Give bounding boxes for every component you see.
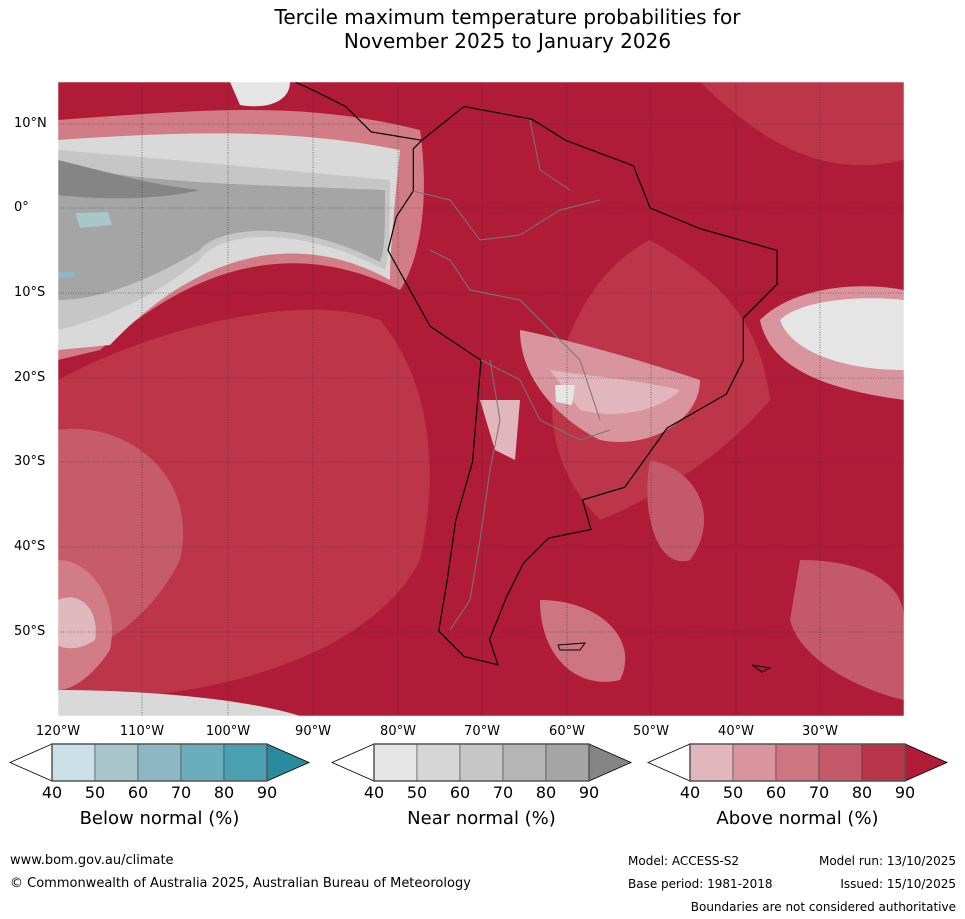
base-period: Base period: 1981-2018	[628, 877, 773, 891]
website-link[interactable]: www.bom.gov.au/climate	[10, 853, 174, 868]
colorbar-swatch	[373, 743, 418, 782]
model: Model: ACCESS-S2	[628, 854, 740, 868]
colorbar-high-extend	[588, 743, 632, 782]
colorbar-low-extend	[9, 743, 53, 782]
lat-label: 50°S	[14, 624, 46, 639]
lat-label: 10°N	[14, 116, 47, 131]
colorbar-tick-label: 60	[449, 783, 471, 802]
lat-label: 40°S	[14, 539, 46, 554]
colorbar-tick-label: 70	[492, 783, 514, 802]
colorbar-high-extend	[266, 743, 310, 782]
probability-shading	[58, 82, 904, 716]
chart-title: Tercile maximum temperature probabilitie…	[0, 5, 965, 53]
colorbar-tick-label: 40	[41, 783, 63, 802]
issued-date: Issued: 15/10/2025	[840, 877, 956, 891]
colorbar-tick-label: 90	[578, 783, 600, 802]
colorbar-high-extend	[904, 743, 948, 782]
lon-label: 120°W	[35, 724, 81, 739]
colorbar-swatch	[502, 743, 547, 782]
colorbar-swatch	[861, 743, 906, 782]
colorbar-tick-label: 50	[722, 783, 744, 802]
colorbar-swatch	[223, 743, 268, 782]
colorbar-title: Above normal (%)	[716, 808, 879, 829]
colorbar-swatch	[459, 743, 504, 782]
colorbar-tick-label: 90	[256, 783, 278, 802]
colorbar-swatch	[94, 743, 139, 782]
lon-label: 60°W	[549, 724, 585, 739]
colorbar-tick-label: 80	[851, 783, 873, 802]
colorbar-tick-label: 80	[535, 783, 557, 802]
colorbar-swatch	[137, 743, 182, 782]
colorbar-swatch	[416, 743, 461, 782]
lat-label: 0°	[14, 200, 29, 215]
colorbar-tick-label: 60	[765, 783, 787, 802]
lon-label: 70°W	[464, 724, 500, 739]
colorbar-tick-label: 40	[679, 783, 701, 802]
colorbar-swatch	[545, 743, 590, 782]
lon-label: 40°W	[718, 724, 754, 739]
colorbar-swatch	[180, 743, 225, 782]
disclaimer: Boundaries are not considered authoritat…	[690, 900, 956, 914]
colorbar-tick-label: 50	[84, 783, 106, 802]
colorbar-swatch	[732, 743, 777, 782]
colorbar-swatch	[689, 743, 734, 782]
colorbar-title: Below normal (%)	[79, 808, 240, 829]
colorbar-tick-label: 70	[170, 783, 192, 802]
colorbar-low-extend	[647, 743, 691, 782]
islands	[557, 642, 772, 673]
lon-label: 100°W	[205, 724, 251, 739]
lat-label: 20°S	[14, 370, 46, 385]
colorbar-0	[9, 743, 310, 782]
lon-label: 50°W	[633, 724, 669, 739]
lat-label: 10°S	[14, 285, 46, 300]
model-run: Model run: 13/10/2025	[818, 854, 956, 868]
lon-label: 80°W	[380, 724, 416, 739]
colorbar-swatch	[818, 743, 863, 782]
lon-label: 90°W	[295, 724, 331, 739]
colorbar-1	[331, 743, 632, 782]
colorbar-tick-label: 80	[213, 783, 235, 802]
country-borders	[412, 119, 611, 631]
colorbar-low-extend	[331, 743, 375, 782]
lat-label: 30°S	[14, 454, 46, 469]
colorbar-tick-label: 40	[363, 783, 385, 802]
colorbar-2	[647, 743, 948, 782]
lon-label: 110°W	[119, 724, 165, 739]
colorbar-tick-label: 70	[808, 783, 830, 802]
colorbar-swatch	[51, 743, 96, 782]
colorbar-tick-label: 60	[127, 783, 149, 802]
title-line-1: Tercile maximum temperature probabilitie…	[274, 5, 741, 29]
colorbar-group	[9, 743, 948, 782]
graticule	[58, 82, 904, 716]
copyright: © Commonwealth of Australia 2025, Austra…	[10, 876, 471, 891]
colorbar-title: Near normal (%)	[407, 808, 556, 829]
colorbar-tick-label: 90	[894, 783, 916, 802]
lon-label: 30°W	[802, 724, 838, 739]
colorbar-tick-label: 50	[406, 783, 428, 802]
colorbar-swatch	[775, 743, 820, 782]
title-line-2: November 2025 to January 2026	[343, 29, 672, 53]
